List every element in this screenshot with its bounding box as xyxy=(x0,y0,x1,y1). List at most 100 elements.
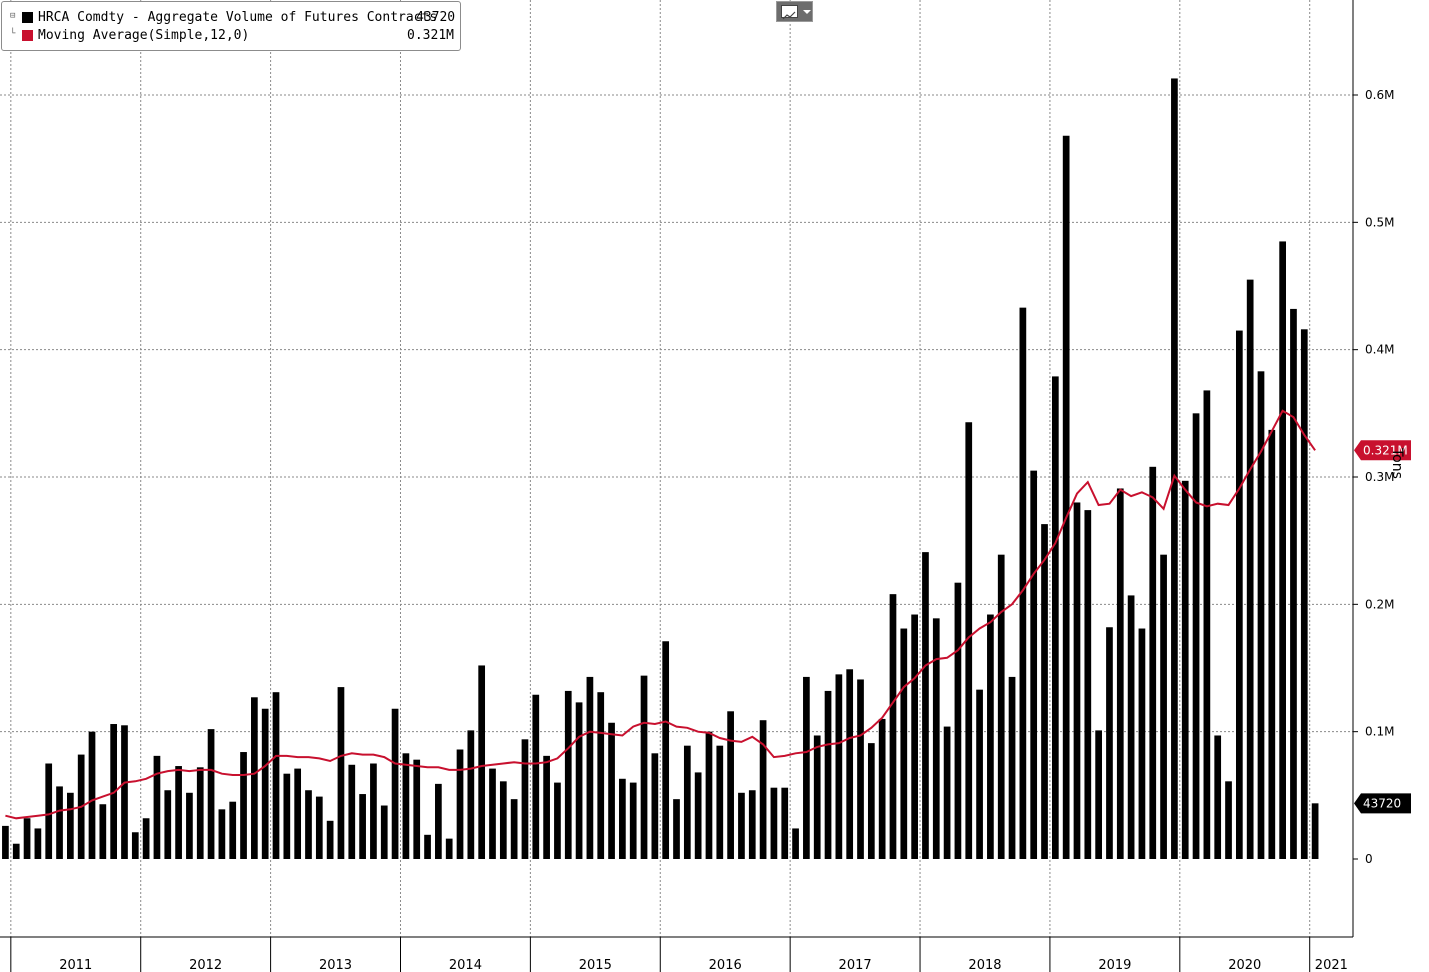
bar xyxy=(478,665,486,859)
bar xyxy=(56,786,63,859)
bar xyxy=(229,801,237,859)
bar xyxy=(554,782,561,859)
bar xyxy=(196,767,204,859)
bar xyxy=(824,690,832,859)
chevron-down-icon xyxy=(803,10,811,14)
y-axis: 0 0.1M 0.2M 0.3M 0.4M 0.5M 0.6M xyxy=(1352,0,1394,937)
bar xyxy=(142,818,150,859)
bar xyxy=(987,614,994,859)
y-axis-title: Tons xyxy=(1389,448,1405,479)
bar xyxy=(67,792,74,859)
bar xyxy=(1181,480,1189,859)
bar xyxy=(467,730,475,859)
bar xyxy=(1116,488,1124,859)
legend-value: 0.321M xyxy=(407,28,454,43)
bar xyxy=(597,692,605,859)
bar xyxy=(683,745,691,859)
bar xyxy=(1149,466,1157,859)
bar xyxy=(932,618,940,859)
bar xyxy=(251,697,258,859)
y-tick-label: 0.1M xyxy=(1365,725,1394,739)
bar xyxy=(543,755,550,859)
bar xyxy=(965,422,973,859)
bar xyxy=(45,763,53,859)
last-value-label: 0.321M xyxy=(1363,443,1408,457)
x-tick-label: 2017 xyxy=(839,958,872,972)
bar xyxy=(1235,330,1243,860)
collapse-icon[interactable]: ⊟ xyxy=(10,11,16,21)
bar xyxy=(1203,390,1211,859)
bar xyxy=(1171,78,1178,860)
legend-item-volume[interactable]: ⊟ HRCA Comdty - Aggregate Volume of Futu… xyxy=(10,10,455,27)
bar xyxy=(1051,376,1059,859)
bar xyxy=(846,669,854,859)
bar xyxy=(619,778,626,859)
bar xyxy=(1138,628,1146,859)
moving-average-line xyxy=(5,409,1316,820)
x-tick-label: 2018 xyxy=(968,958,1001,972)
bar xyxy=(857,679,864,859)
y-tick-label: 0.4M xyxy=(1365,343,1394,357)
y-tick-label: 0 xyxy=(1365,852,1373,866)
bar xyxy=(770,787,778,859)
bar xyxy=(727,711,734,859)
bar xyxy=(564,690,572,859)
legend: ⊟ HRCA Comdty - Aggregate Volume of Futu… xyxy=(1,1,461,51)
legend-label: HRCA Comdty - Aggregate Volume of Future… xyxy=(38,10,438,25)
chart-type-button[interactable] xyxy=(776,1,813,22)
legend-item-moving-average[interactable]: └ Moving Average(Simple,12,0) 0.321M xyxy=(10,28,454,45)
bar xyxy=(694,772,702,859)
bar xyxy=(456,749,464,859)
bar xyxy=(131,832,139,859)
bar xyxy=(943,726,951,859)
last-value-tag xyxy=(1354,793,1411,814)
bar xyxy=(759,720,767,859)
bar xyxy=(1246,279,1254,860)
bar xyxy=(153,755,161,859)
bar xyxy=(261,708,269,859)
x-axis: 2011 2012 2013 2014 2015 2016 2017 2018 2019 2020… xyxy=(0,936,1353,972)
moving-average-path xyxy=(5,409,1316,820)
x-tick-label: 2011 xyxy=(59,958,92,972)
bar xyxy=(207,729,215,859)
bar xyxy=(88,731,96,859)
legend-label: Moving Average(Simple,12,0) xyxy=(38,28,250,43)
bar xyxy=(445,838,453,859)
x-tick-label: 2020 xyxy=(1228,958,1261,972)
bar xyxy=(326,820,334,859)
bar xyxy=(629,782,637,859)
x-tick-label: 2012 xyxy=(189,958,222,972)
bar xyxy=(424,834,431,859)
last-value-label: 43720 xyxy=(1363,796,1401,810)
bar xyxy=(305,790,312,859)
bar xyxy=(12,843,20,859)
bar xyxy=(1030,470,1038,859)
bar xyxy=(738,792,745,859)
bar xyxy=(121,725,128,859)
bar xyxy=(922,552,929,859)
bar xyxy=(1127,595,1135,859)
bar xyxy=(1192,413,1200,859)
bar xyxy=(294,768,302,859)
bar xyxy=(1084,510,1092,859)
bar xyxy=(716,745,724,859)
bar xyxy=(900,628,908,859)
bar xyxy=(976,689,983,859)
x-tick-label: 2013 xyxy=(319,958,352,972)
bar xyxy=(337,687,345,859)
line-chart-icon xyxy=(781,5,798,20)
y-tick-label: 0.6M xyxy=(1365,88,1394,102)
bar xyxy=(1290,308,1297,859)
bar xyxy=(1095,730,1102,859)
bar xyxy=(272,692,280,859)
y-tick-label: 0.2M xyxy=(1365,597,1394,611)
bar xyxy=(499,781,507,859)
bar xyxy=(705,731,713,859)
bar xyxy=(997,554,1005,859)
bar xyxy=(1300,329,1308,859)
legend-swatch-volume xyxy=(22,12,33,23)
bar xyxy=(34,828,42,859)
bar xyxy=(792,828,799,859)
bar xyxy=(1106,627,1113,859)
bar xyxy=(813,735,821,859)
